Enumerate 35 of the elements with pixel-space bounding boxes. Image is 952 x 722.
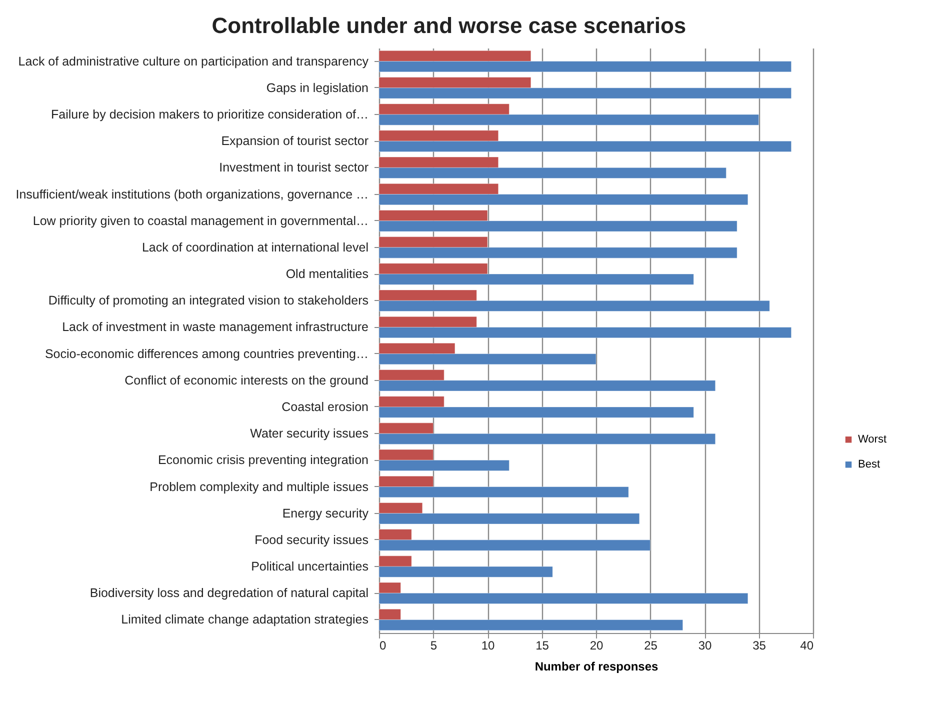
x-tick-label: 30 xyxy=(698,638,712,652)
x-tick-label: 15 xyxy=(536,638,550,652)
y-tick-label: Political uncertainties xyxy=(251,560,368,574)
legend-label: Best xyxy=(858,458,880,471)
y-tick-label: Conflict of economic interests on the ground xyxy=(124,373,369,388)
y-tick-label: Lack of administrative culture on participation and transparency xyxy=(18,54,370,68)
y-tick-label: Insufficient/weak institutions (both organizations, governance … xyxy=(16,187,368,202)
y-tick-label: Expansion of tourist sector xyxy=(221,134,368,148)
y-tick-label: Lack of investment in waste management infrastructure xyxy=(62,320,369,334)
y-tick-label: Old mentalities xyxy=(286,267,368,282)
y-tick-label: Low priority given to coastal management in governmental… xyxy=(32,214,368,228)
y-tick-label: Energy security xyxy=(282,506,370,520)
x-tick-label: 10 xyxy=(481,638,495,652)
y-tick-label: Biodiversity loss and degredation of natural capital xyxy=(90,586,368,600)
x-axis-title: Number of responses xyxy=(534,660,658,674)
y-tick-label: Failure by decision makers to prioritize consideration of… xyxy=(51,107,368,122)
y-tick-label: Gaps in legislation xyxy=(266,80,369,95)
y-tick-label: Investment in tourist sector xyxy=(219,160,368,175)
x-tick-label: 5 xyxy=(430,638,438,652)
x-tick-label: 40 xyxy=(800,638,814,652)
y-tick-label: Water security issues xyxy=(250,426,368,441)
y-tick-label: Economic crisis preventing integration xyxy=(158,453,369,468)
x-tick-label: 25 xyxy=(644,638,658,652)
x-tick-label: 20 xyxy=(590,638,604,652)
chart-title: Controllable under and worse case scenarios xyxy=(212,13,686,38)
x-tick-label: 35 xyxy=(752,638,766,652)
x-tick-label: 0 xyxy=(380,638,386,652)
y-tick-label: Difficulty of promoting an integrated vision to stakeholders xyxy=(48,294,368,308)
y-tick-label: Coastal erosion xyxy=(282,400,369,414)
y-tick-label: Lack of coordination at international level xyxy=(142,240,368,254)
y-tick-label: Socio-economic differences among countries preventing… xyxy=(44,346,368,361)
y-tick-label: Problem complexity and multiple issues xyxy=(150,480,368,494)
y-tick-label: Limited climate change adaptation strategies xyxy=(121,612,368,627)
legend-label: Worst xyxy=(858,434,887,446)
y-tick-label: Food security issues xyxy=(254,532,368,547)
